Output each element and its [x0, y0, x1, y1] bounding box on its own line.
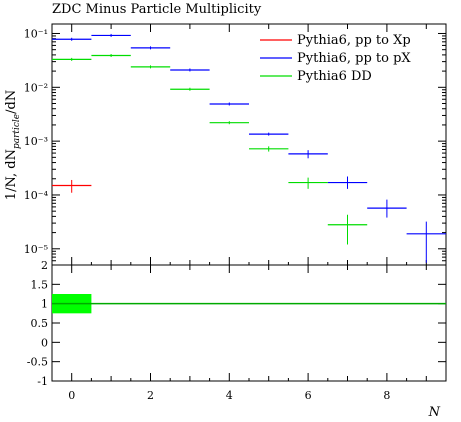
ratio-y-tick-label: 1 [41, 298, 48, 311]
ratio-y-tick-label: -0.5 [27, 356, 48, 369]
legend-label: Pythia6 DD [297, 69, 372, 84]
y-tick-label: 10⁻⁵ [24, 243, 48, 256]
legend: Pythia6, pp to Xp Pythia6, pp to pX Pythia… [260, 33, 411, 84]
series-layer [52, 33, 446, 263]
chart-title: ZDC Minus Particle Multiplicity [52, 2, 262, 17]
x-axis-label: N [428, 405, 441, 420]
ratio-plot-border [51, 264, 447, 382]
x-tick-label: 4 [226, 389, 233, 402]
main-plot-frame: 10⁻¹ 10⁻² 10⁻³ 10⁻⁴ 10⁻⁵ [24, 23, 447, 266]
legend-label: Pythia6, pp to Xp [297, 33, 411, 48]
ratio-y-tick-label: 2 [41, 259, 48, 272]
x-tick-label: 8 [383, 389, 390, 402]
x-tick-label: 0 [68, 389, 75, 402]
legend-label: Pythia6, pp to pX [297, 51, 411, 66]
ratio-y-tick-label: -1 [37, 375, 48, 388]
y-tick-label: 10⁻⁴ [24, 189, 49, 202]
x-tick-label: 6 [305, 389, 312, 402]
ratio-y-tick-label: 1.5 [31, 278, 49, 291]
y-tick-label: 10⁻² [24, 81, 48, 94]
y-tick-label: 10⁻¹ [24, 27, 48, 40]
y-tick-label: 10⁻³ [24, 135, 48, 148]
ratio-y-tick-label: 0 [41, 336, 48, 349]
x-tick-label: 2 [147, 389, 154, 402]
ratio-y-tick-label: 0.5 [31, 317, 49, 330]
y-axis-label: 1/N, dNparticle/dN [4, 90, 22, 200]
ratio-plot-frame: 0 2 4 6 8 2 1.5 1 0.5 0 -0.5 -1 [27, 259, 447, 402]
